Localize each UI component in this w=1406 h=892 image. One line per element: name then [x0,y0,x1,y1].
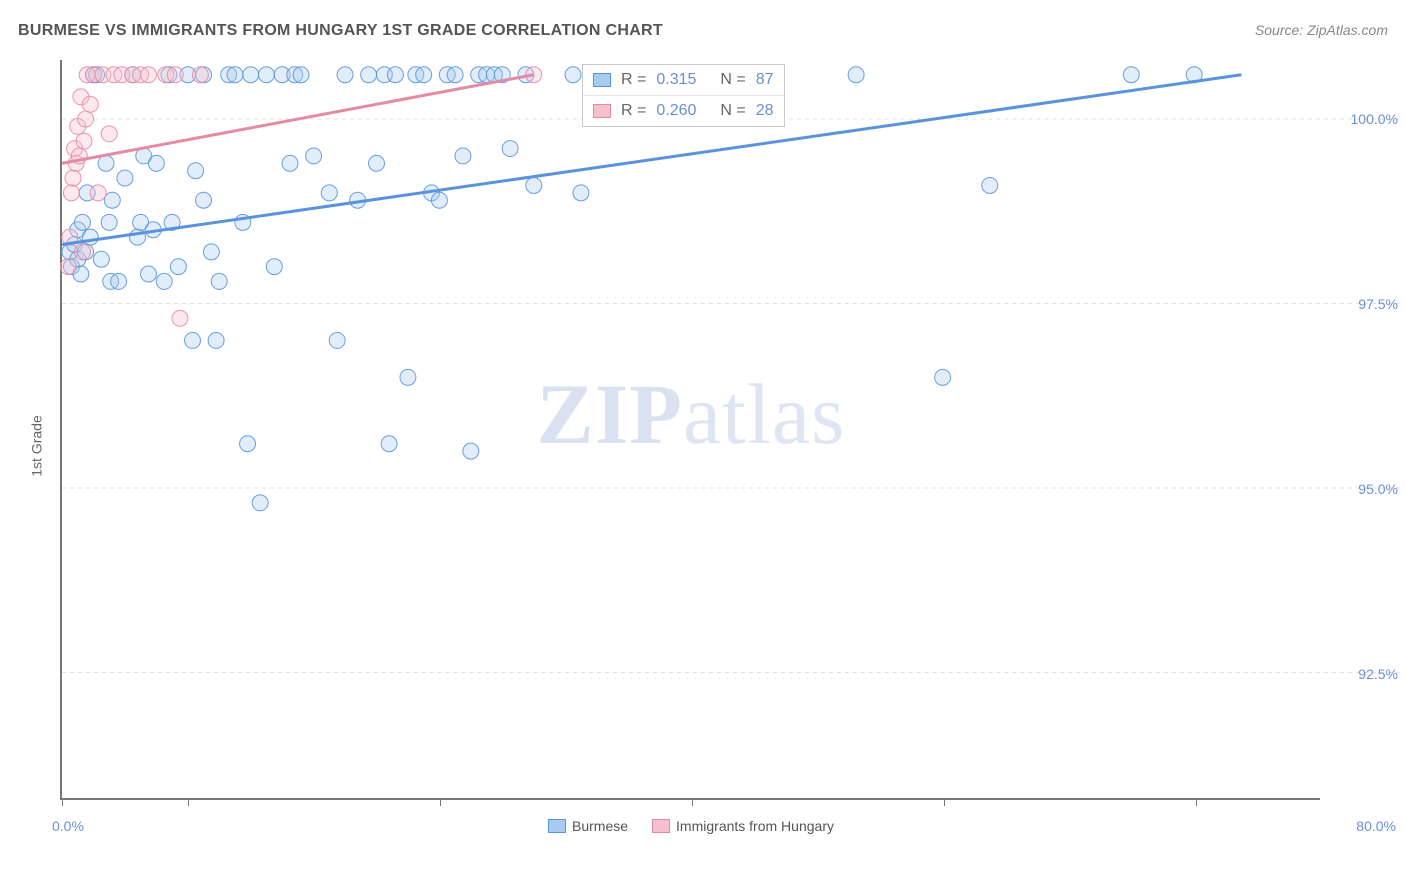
x-tick [62,798,63,806]
legend-swatch-icon [548,819,566,833]
r-value: 0.260 [656,102,696,120]
legend: Burmese Immigrants from Hungary [548,818,834,834]
data-point [502,141,518,157]
y-axis-label: 1st Grade [29,415,45,476]
data-point [98,155,114,171]
x-tick [1196,798,1197,806]
data-point [293,67,309,83]
stats-swatch-icon [593,104,611,118]
data-point [78,111,94,127]
data-point [1123,67,1139,83]
data-point [93,251,109,267]
plot-area: ZIPatlas 92.5%95.0%97.5%100.0% 0.0% 80.0… [60,60,1320,800]
data-point [141,266,157,282]
legend-swatch-icon [652,819,670,833]
data-point [60,259,76,275]
data-point [101,126,117,142]
data-point [431,192,447,208]
data-point [573,185,589,201]
data-point [63,185,79,201]
data-point [387,67,403,83]
x-axis-max-label: 80.0% [1356,818,1396,834]
source-attribution: Source: ZipAtlas.com [1255,22,1388,38]
data-point [188,163,204,179]
n-label: N = [720,71,745,89]
data-point [848,67,864,83]
data-point [266,259,282,275]
data-point [104,192,120,208]
data-point [252,495,268,511]
data-point [243,67,259,83]
y-tick-label: 100.0% [1351,111,1398,127]
data-point [74,214,90,230]
data-point [416,67,432,83]
legend-label: Burmese [572,818,628,834]
data-point [211,273,227,289]
data-point [208,332,224,348]
chart-title: BURMESE VS IMMIGRANTS FROM HUNGARY 1ST G… [18,22,663,40]
data-point [240,436,256,452]
legend-entry-burmese: Burmese [548,818,628,834]
data-point [321,185,337,201]
data-point [192,67,208,83]
correlation-stats-box: R = 0.315 N = 87 R = 0.260 N = 28 [582,64,785,127]
stats-swatch-icon [593,73,611,87]
data-point [101,214,117,230]
data-point [455,148,471,164]
data-point [526,177,542,193]
data-point [381,436,397,452]
x-axis-min-label: 0.0% [52,818,84,834]
y-tick-label: 97.5% [1358,296,1398,312]
n-value: 28 [756,102,774,120]
data-point [227,67,243,83]
data-point [185,332,201,348]
data-point [111,273,127,289]
data-point [203,244,219,260]
n-value: 87 [756,71,774,89]
r-label: R = [621,102,646,120]
data-point [369,155,385,171]
data-point [74,244,90,260]
stats-row-hungary: R = 0.260 N = 28 [583,96,784,126]
x-tick [692,798,693,806]
chart-svg [62,60,1320,798]
legend-entry-hungary: Immigrants from Hungary [652,818,834,834]
data-point [90,185,106,201]
data-point [156,273,172,289]
legend-label: Immigrants from Hungary [676,818,834,834]
data-point [76,133,92,149]
y-tick-label: 95.0% [1358,481,1398,497]
data-point [337,67,353,83]
data-point [117,170,133,186]
data-point [982,177,998,193]
stats-row-burmese: R = 0.315 N = 87 [583,65,784,96]
data-point [82,96,98,112]
data-point [306,148,322,164]
data-point [282,155,298,171]
data-point [447,67,463,83]
data-point [170,259,186,275]
data-point [400,369,416,385]
chart-container: { "title": "BURMESE VS IMMIGRANTS FROM H… [0,0,1406,892]
data-point [141,67,157,83]
data-point [565,67,581,83]
n-label: N = [720,102,745,120]
data-point [258,67,274,83]
data-point [361,67,377,83]
data-point [148,155,164,171]
x-tick [944,798,945,806]
data-point [935,369,951,385]
x-tick [440,798,441,806]
r-label: R = [621,71,646,89]
y-tick-label: 92.5% [1358,666,1398,682]
r-value: 0.315 [656,71,696,89]
data-point [172,310,188,326]
data-point [463,443,479,459]
data-point [167,67,183,83]
data-point [196,192,212,208]
x-tick [188,798,189,806]
data-point [65,170,81,186]
data-point [329,332,345,348]
